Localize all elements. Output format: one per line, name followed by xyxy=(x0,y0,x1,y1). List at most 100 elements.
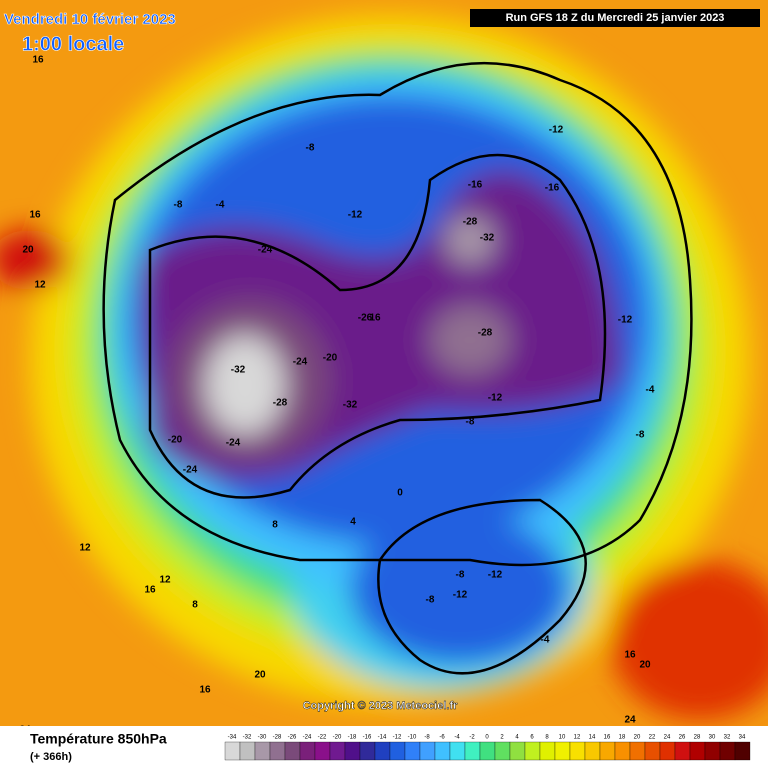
run-banner xyxy=(470,9,760,27)
scale-swatch xyxy=(629,741,646,761)
contour-label: -32 xyxy=(343,400,358,411)
scale-label: -6 xyxy=(439,735,445,741)
contour-label: 4 xyxy=(350,517,356,528)
contour-label: -12 xyxy=(618,315,633,326)
scale-swatch xyxy=(314,741,331,761)
scale-label: 26 xyxy=(679,735,686,741)
contour-label: -12 xyxy=(488,393,503,404)
contour-label: 16 xyxy=(32,55,44,66)
scale-swatch xyxy=(539,741,556,761)
scale-label: -32 xyxy=(243,735,252,741)
contour-label: 8 xyxy=(272,520,278,531)
isotherm-lines xyxy=(102,61,693,675)
contour-label: -16 xyxy=(468,180,483,191)
contour-label: -24 xyxy=(183,465,198,476)
scale-label: 22 xyxy=(649,735,656,741)
scale-swatch xyxy=(659,741,676,761)
contour-label: 12 xyxy=(159,575,171,586)
scale-label: -2 xyxy=(469,735,475,741)
contour-label: -8 xyxy=(306,143,315,154)
scale-label: 18 xyxy=(619,735,626,741)
contour-label: -28 xyxy=(463,217,478,228)
scale-label: 28 xyxy=(694,735,701,741)
scale-swatch xyxy=(329,741,346,761)
scale-label: 6 xyxy=(530,735,534,741)
scale-swatch xyxy=(569,741,586,761)
scale-swatch xyxy=(404,741,421,761)
scale-label: -14 xyxy=(378,735,387,741)
contour-label: 16 xyxy=(199,685,211,696)
contour-label: -26 xyxy=(358,313,373,324)
contour-label: 16 xyxy=(144,585,156,596)
contour-labels: 16201216-8-4-8-12-16-28-24-32-28-24-32-2… xyxy=(19,55,654,736)
scale-label: -8 xyxy=(424,735,430,741)
scale-label: -34 xyxy=(228,735,237,741)
scale-label: 32 xyxy=(724,735,731,741)
run-info: Run GFS 18 Z du Mercredi 25 janvier 2023 xyxy=(506,12,725,24)
scale-swatch xyxy=(284,741,301,761)
scale-label: -24 xyxy=(303,735,312,741)
contour-label: 12 xyxy=(34,280,46,291)
forecast-time: 1:00 locale xyxy=(22,33,124,55)
contour-label: 12 xyxy=(79,543,91,554)
scale-swatch xyxy=(599,741,616,761)
contour-label: -8 xyxy=(174,200,183,211)
contour-label: -28 xyxy=(273,398,288,409)
scale-label: 4 xyxy=(515,735,519,741)
contour-label: -16 xyxy=(545,183,560,194)
contour-label: -4 xyxy=(646,385,655,396)
contour-label: -32 xyxy=(231,365,246,376)
scale-swatch xyxy=(299,741,316,761)
contour-label: -8 xyxy=(636,430,645,441)
scale-swatch xyxy=(464,741,481,761)
scale-label: -26 xyxy=(288,735,297,741)
contour-label: -8 xyxy=(466,417,475,428)
contour-label: -12 xyxy=(453,590,468,601)
contour-label: -24 xyxy=(226,438,241,449)
scale-swatch xyxy=(449,741,466,761)
temperature-field xyxy=(0,15,768,720)
contour-label: -24 xyxy=(293,357,308,368)
scale-label: 20 xyxy=(634,735,641,741)
contour-label: 20 xyxy=(254,670,266,681)
scale-swatch xyxy=(479,741,496,761)
contour-label: 16 xyxy=(29,210,41,221)
scale-label: 34 xyxy=(739,735,746,741)
color-scale: -34 -32 -30 -28 -26 -24 -22 -20 -18 -16 -14 -12 -10-… xyxy=(224,735,751,761)
field-title: Température 850hPa xyxy=(30,731,167,747)
copyright: Copyright © 2023 Meteociel.fr xyxy=(303,700,459,712)
scale-label: -30 xyxy=(258,735,267,741)
scale-label: -4 xyxy=(454,735,460,741)
scale-label: -28 xyxy=(273,735,282,741)
scale-swatch xyxy=(434,741,451,761)
scale-swatch xyxy=(359,741,376,761)
scale-swatch xyxy=(509,741,526,761)
scale-label: 12 xyxy=(574,735,581,741)
scale-label: 2 xyxy=(500,735,504,741)
scale-swatch xyxy=(374,741,391,761)
contour-label: 0 xyxy=(397,488,403,499)
scale-swatch xyxy=(224,741,241,761)
contour-label: 24 xyxy=(624,715,636,726)
scale-label: 24 xyxy=(664,735,671,741)
scale-label: -12 xyxy=(393,735,402,741)
scale-label: 8 xyxy=(545,735,549,741)
scale-swatch xyxy=(704,741,721,761)
scale-swatch xyxy=(494,741,511,761)
lead-time: (+ 366h) xyxy=(30,751,72,763)
contour-label: -28 xyxy=(478,328,493,339)
scale-swatch xyxy=(554,741,571,761)
scale-swatch xyxy=(419,741,436,761)
scale-label: 0 xyxy=(485,735,489,741)
scale-label: -10 xyxy=(408,735,417,741)
contour-label: -4 xyxy=(216,200,225,211)
scale-swatch xyxy=(524,741,541,761)
contour-label: 20 xyxy=(639,660,651,671)
scale-label: 16 xyxy=(604,735,611,741)
scale-label: 30 xyxy=(709,735,716,741)
contour-label: 8 xyxy=(192,600,198,611)
scale-swatch xyxy=(614,741,631,761)
scale-swatch xyxy=(344,741,361,761)
scale-label: -18 xyxy=(348,735,357,741)
